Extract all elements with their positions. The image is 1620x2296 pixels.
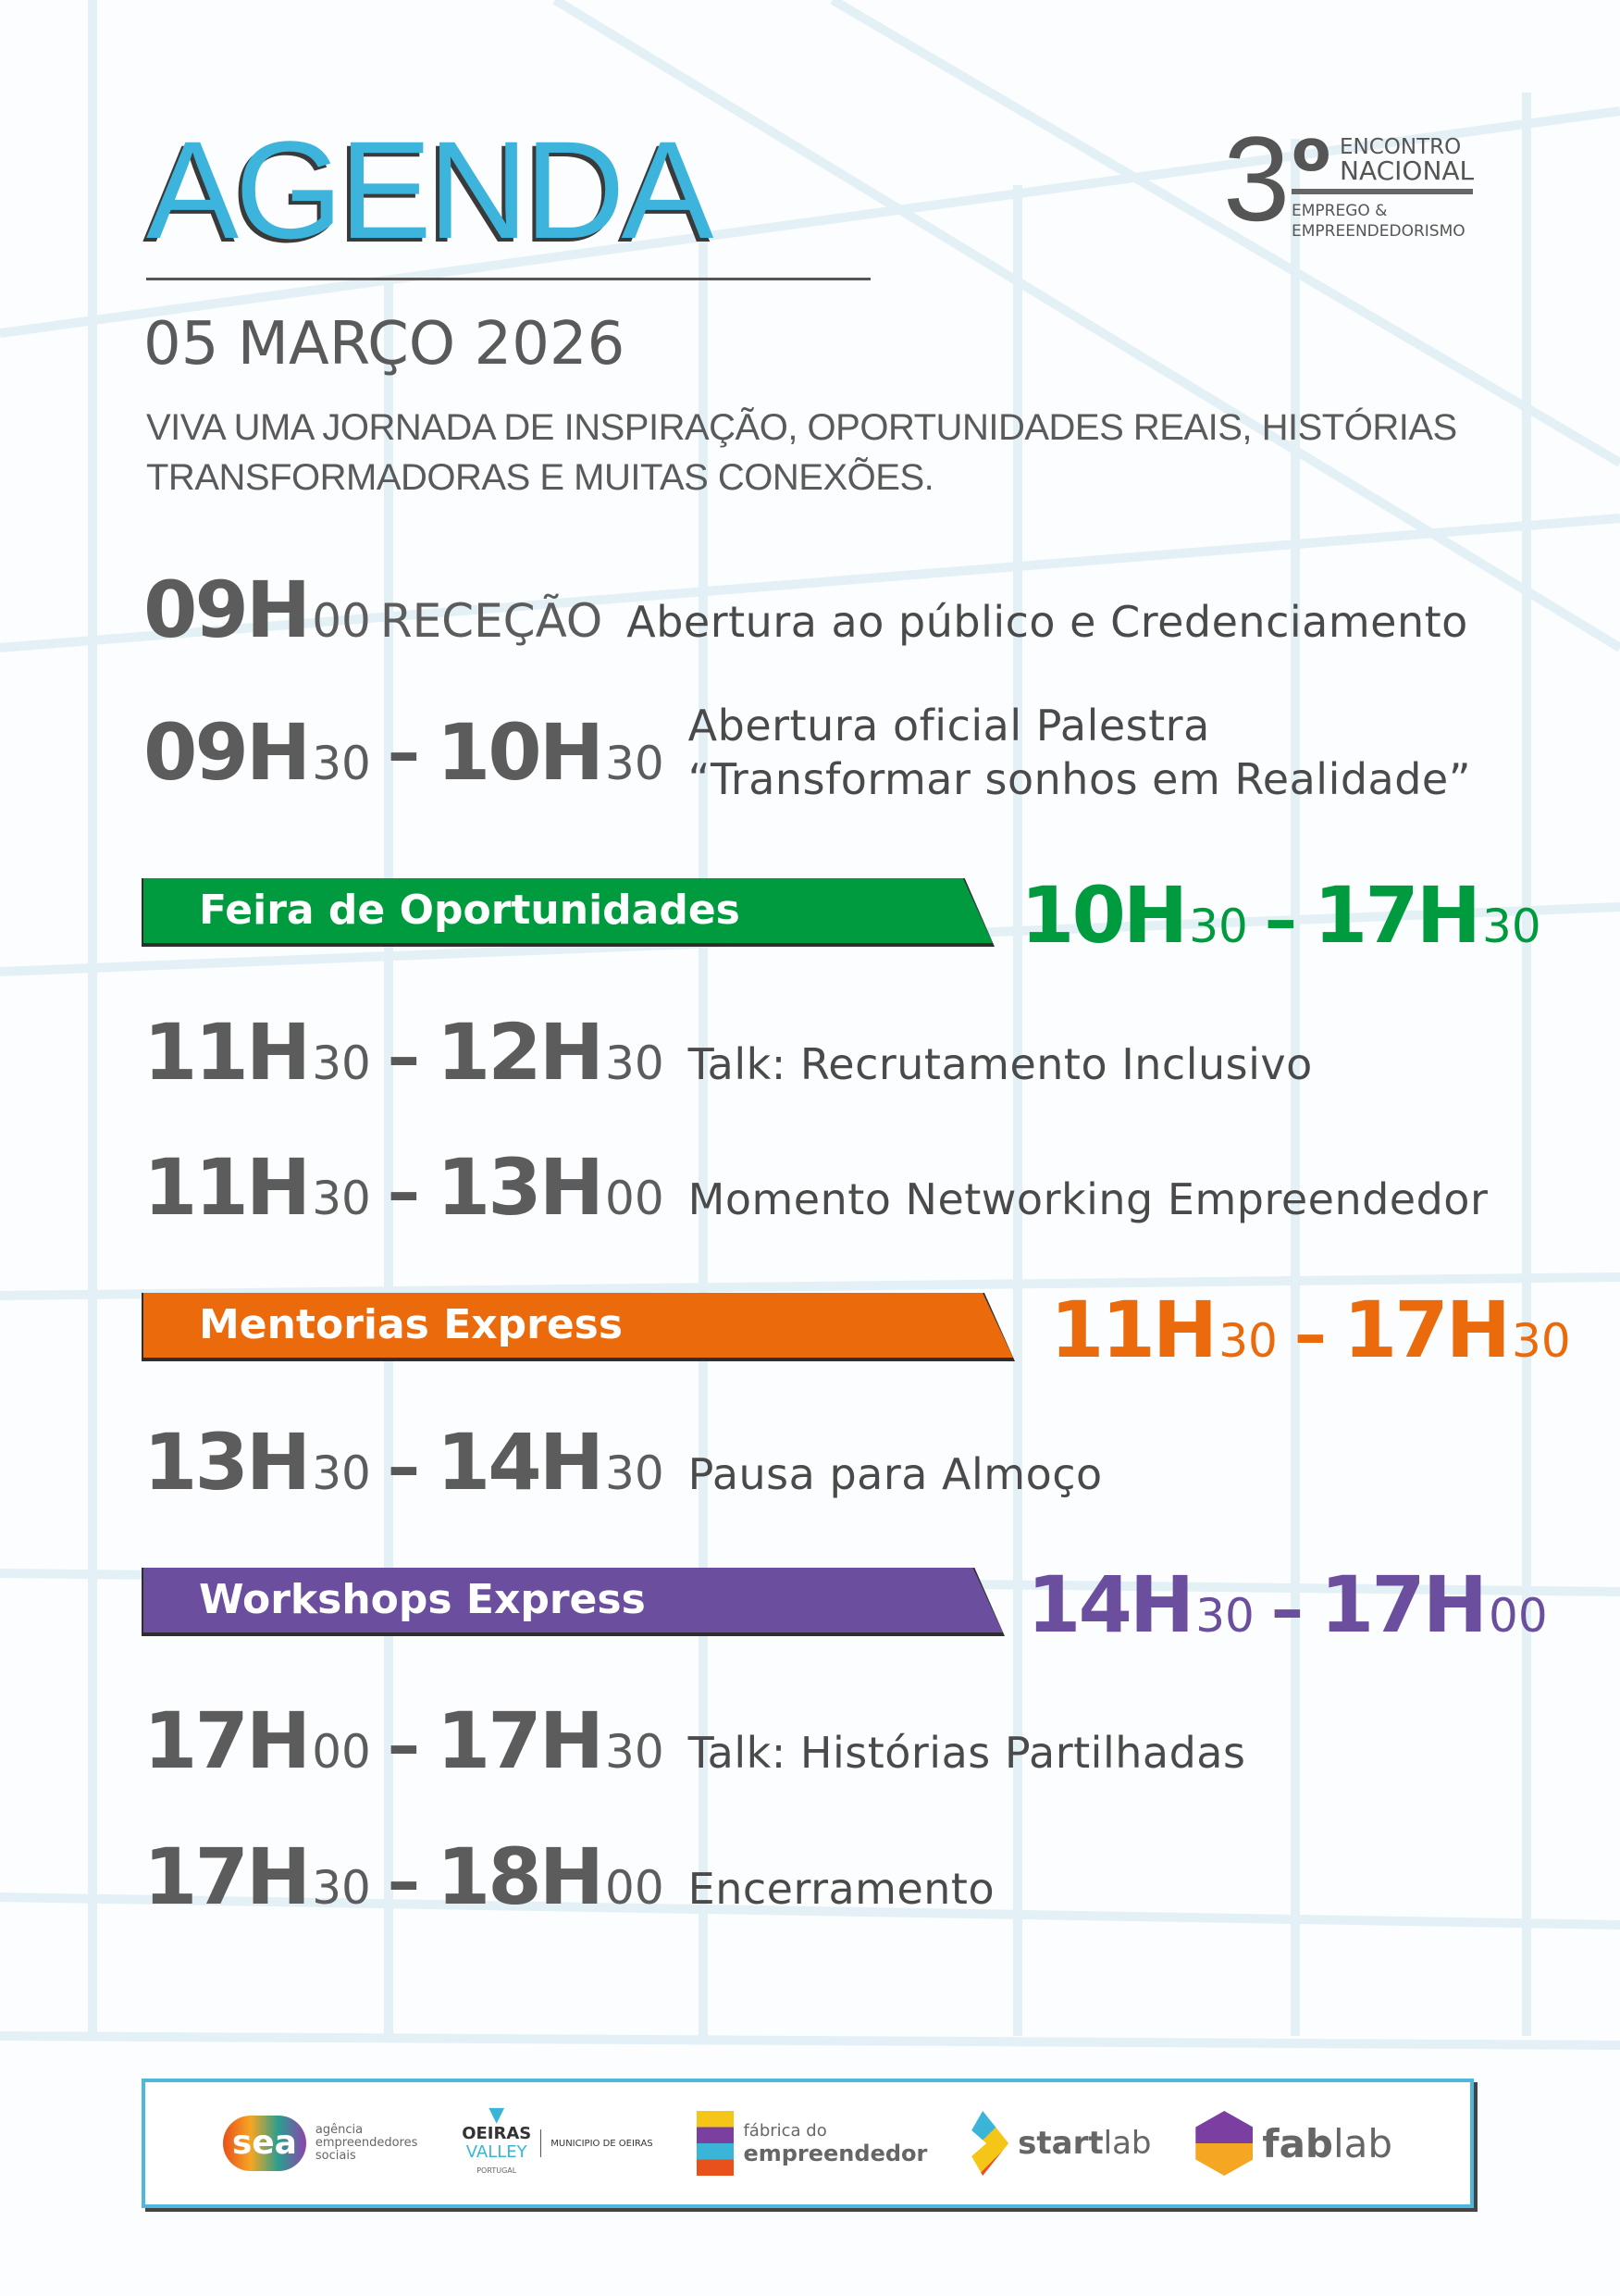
title-divider [146,278,871,280]
startlab-logo: startlab [971,2111,1152,2176]
logo-text: EMPREGO & [1292,202,1388,220]
band-time: 10H 30–17H 30 [1020,870,1541,961]
event-date: 05 MARÇO 2026 [143,310,625,379]
logo-rule [1292,189,1473,194]
item-description: Talk: Recrutamento Inclusivo [687,1039,1313,1089]
subtitle-line: VIVA UMA JORNADA DE INSPIRAÇÃO, OPORTUNI… [146,407,1457,448]
band-time: 14H 30–17H 00 [1027,1559,1548,1650]
logo-text: NACIONAL [1340,155,1475,186]
start-time: 09H 30 [143,707,371,798]
partner-logos: sea agência empreendedores sociais ▼ OEIRAS… [142,2079,1474,2208]
item-description: Abertura ao público e Credenciamento [626,597,1468,647]
band-time: 11H 30–17H 30 [1050,1285,1571,1375]
fablab-logo: fablab [1195,2111,1392,2176]
item-description: Pausa para Almoço [687,1449,1103,1499]
schedule-item: 11H 30–12H 30 Talk: Recrutamento Inclusivo [143,1007,1313,1098]
end-time: 10H 30 [436,707,664,798]
start-time: 09H 00 [143,565,371,655]
item-type: RECEÇÃO [379,594,603,648]
schedule-item: 09H 30 – 10H 30 Abertura oficial Palestra “… [143,699,1471,806]
fabrica-do-empreendedor-logo: fábrica do empreendedor [697,2111,927,2176]
event-logo: 3 o ENCONTRO NACIONAL EMPREGO & EMPREEND… [1223,111,1475,246]
item-description: Abertura oficial Palestra “Transformar so… [687,701,1472,804]
schedule-item: 09H 00 RECEÇÃO Abertura ao público e Cred… [143,565,1468,655]
oeiras-valley-logo: ▼ OEIRAS VALLEY PORTUGAL MUNICIPIO DE OEIRA… [462,2104,653,2176]
item-description: Talk: Histórias Partilhadas [687,1728,1246,1778]
logo-number: 3 [1223,111,1291,246]
item-description: Momento Networking Empreendedor [687,1174,1489,1224]
schedule-item: 13H 30–14H 30 Pausa para Almoço [143,1417,1103,1508]
band-feira-de-oportunidades: Feira de Oportunidades [143,878,993,943]
schedule-item: 17H 00–17H 30 Talk: Histórias Partilhadas [143,1695,1246,1786]
logo-ordinal: o [1292,117,1331,184]
item-description: Encerramento [687,1864,995,1914]
time-separator: – [387,714,420,790]
band-workshops-express: Workshops Express [143,1568,1003,1632]
logo-text: ENCONTRO [1340,135,1462,159]
event-subtitle: VIVA UMA JORNADA DE INSPIRAÇÃO, OPORTUNI… [146,403,1457,503]
sea-logo: sea agência empreendedores sociais [222,2116,417,2171]
logo-text: EMPREENDEDORISMO [1292,222,1465,241]
subtitle-line: TRANSFORMADORAS E MUITAS CONEXÕES. [146,457,934,498]
band-mentorias-express: Mentorias Express [143,1293,1013,1358]
page-title: AGENDA [146,112,713,267]
schedule-item: 17H 30–18H 00 Encerramento [143,1831,995,1922]
schedule-item: 11H 30–13H 00 Momento Networking Empreende… [143,1142,1489,1233]
